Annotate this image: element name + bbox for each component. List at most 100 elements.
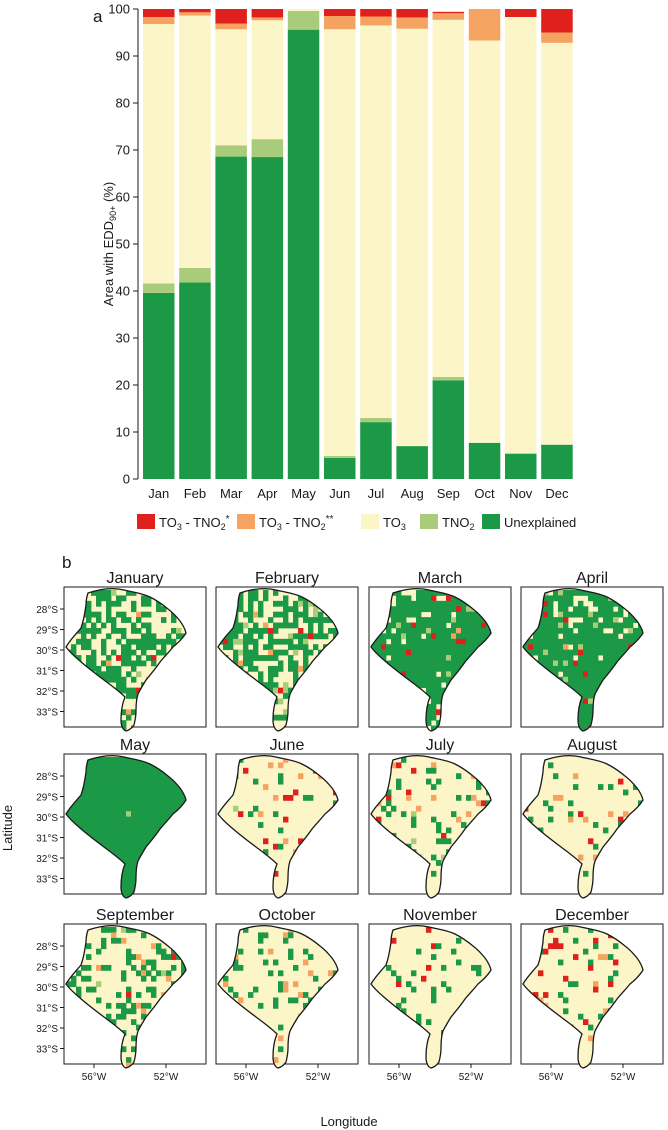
map-cell-unexplained xyxy=(91,757,97,763)
map-cell-unexplained xyxy=(563,927,569,933)
map-cell-unexplained xyxy=(131,860,137,866)
map-cell-to3-tno2-a xyxy=(283,816,289,823)
map-cell-unexplained xyxy=(96,671,102,678)
map-cell-unexplained xyxy=(466,633,472,640)
map-cell-unexplained xyxy=(76,811,82,818)
lat-tick-label: 33°S xyxy=(36,875,58,886)
map-cell-unexplained xyxy=(288,954,294,960)
map-cell-unexplained xyxy=(411,660,417,667)
map-cell-unexplained xyxy=(628,638,634,645)
map-cell-unexplained xyxy=(603,595,609,602)
map-cell-unexplained xyxy=(151,816,157,823)
map-cell-unexplained xyxy=(136,843,142,850)
map-outline xyxy=(65,754,187,899)
map-cell-unexplained xyxy=(401,595,407,602)
map-cell-to3-tno2-b xyxy=(456,627,462,634)
map-cell-unexplained xyxy=(548,633,554,640)
map-cell-unexplained xyxy=(623,633,629,640)
map-cell-unexplained xyxy=(126,954,132,960)
map-cell-unexplained xyxy=(131,762,137,769)
map-cell-unexplained xyxy=(416,655,422,661)
map-cell-unexplained xyxy=(136,767,142,774)
map-cell-unexplained xyxy=(126,693,132,699)
map-cell-unexplained xyxy=(523,644,529,651)
map-cell-unexplained xyxy=(136,811,142,818)
map-cell-unexplained xyxy=(461,617,467,623)
map-cell-unexplained xyxy=(126,832,132,839)
map-cell-unexplained xyxy=(161,644,167,651)
map-cell-unexplained xyxy=(238,964,244,971)
map-cell-unexplained xyxy=(538,627,544,634)
map-cell-unexplained xyxy=(578,687,584,694)
map-cell-tno2 xyxy=(313,606,319,613)
map-cell-tno2 xyxy=(243,622,249,629)
map-cell-unexplained xyxy=(126,822,132,828)
map-cell-unexplained xyxy=(608,638,614,645)
map-cell-unexplained xyxy=(101,590,107,596)
map-cell-unexplained xyxy=(96,794,102,801)
map-cell-to3-tno2-b xyxy=(268,762,274,769)
map-cell-unexplained xyxy=(568,682,574,689)
map-cell-unexplained xyxy=(166,970,172,977)
map-cell-unexplained xyxy=(421,682,427,689)
map-cell-unexplained xyxy=(298,638,304,645)
map-cell-to3-tno2-a xyxy=(578,649,584,656)
map-cell-unexplained xyxy=(288,687,294,694)
map-cell-unexplained xyxy=(76,800,82,807)
lat-tick-label: 33°S xyxy=(36,708,58,719)
map-cell-unexplained xyxy=(583,948,589,955)
map-cell-unexplained xyxy=(258,600,264,607)
map-cell-tno2 xyxy=(411,811,417,818)
map-cell-tno2 xyxy=(563,660,569,667)
map-cell-unexplained xyxy=(258,822,264,828)
map-cell-unexplained xyxy=(176,633,182,640)
map-cell-unexplained xyxy=(126,927,132,933)
map-cell-unexplained xyxy=(86,617,92,623)
map-cell-tno2 xyxy=(293,649,299,656)
map-panel-title: April xyxy=(576,570,608,587)
map-cell-unexplained xyxy=(376,638,382,645)
map-cell-unexplained xyxy=(71,805,77,812)
map-cell-unexplained xyxy=(396,975,402,982)
map-cell-unexplained xyxy=(598,644,604,651)
map-cell-tno2 xyxy=(558,590,564,596)
map-cell-unexplained xyxy=(593,843,599,850)
map-cell-unexplained xyxy=(96,811,102,818)
map-panel-title: November xyxy=(403,907,477,924)
map-cell-unexplained xyxy=(258,948,264,955)
map-cell-unexplained xyxy=(568,660,574,667)
map-cell-unexplained xyxy=(111,773,117,780)
map-cell-unexplained xyxy=(121,778,127,785)
map-cell-unexplained xyxy=(233,622,239,629)
map-cell-unexplained xyxy=(593,633,599,640)
map-cell-unexplained xyxy=(161,816,167,823)
map-cell-unexplained xyxy=(426,606,432,613)
map-cell-unexplained xyxy=(381,633,387,640)
map-cell-unexplained xyxy=(441,687,447,694)
map-cell-unexplained xyxy=(96,822,102,828)
map-cell-unexplained xyxy=(248,992,254,998)
map-cell-unexplained xyxy=(156,784,162,790)
map-cell-unexplained xyxy=(121,611,127,618)
map-cell-unexplained xyxy=(553,590,559,596)
map-cell-unexplained xyxy=(578,633,584,640)
map-cell-unexplained xyxy=(233,627,239,634)
map-cell-unexplained xyxy=(578,720,584,726)
map-cell-unexplained xyxy=(608,606,614,613)
map-cell-unexplained xyxy=(111,838,117,845)
map-cell-unexplained xyxy=(608,622,614,629)
map-cell-unexplained xyxy=(131,805,137,812)
map-cell-unexplained xyxy=(91,805,97,812)
map-cell-tno2 xyxy=(126,811,132,818)
map-cell-unexplained xyxy=(166,805,172,812)
map-cell-tno2 xyxy=(278,698,284,705)
map-cell-to3-tno2-a xyxy=(553,943,559,950)
map-cell-to3-tno2-a xyxy=(116,655,122,661)
map-cell-unexplained xyxy=(111,622,117,629)
x-tick-label: Jun xyxy=(329,486,350,501)
map-cell-unexplained xyxy=(101,943,107,950)
map-cell-unexplained xyxy=(248,600,254,607)
map-cell-unexplained xyxy=(456,644,462,651)
map-cell-unexplained xyxy=(146,655,152,661)
map-cell-unexplained xyxy=(176,789,182,796)
